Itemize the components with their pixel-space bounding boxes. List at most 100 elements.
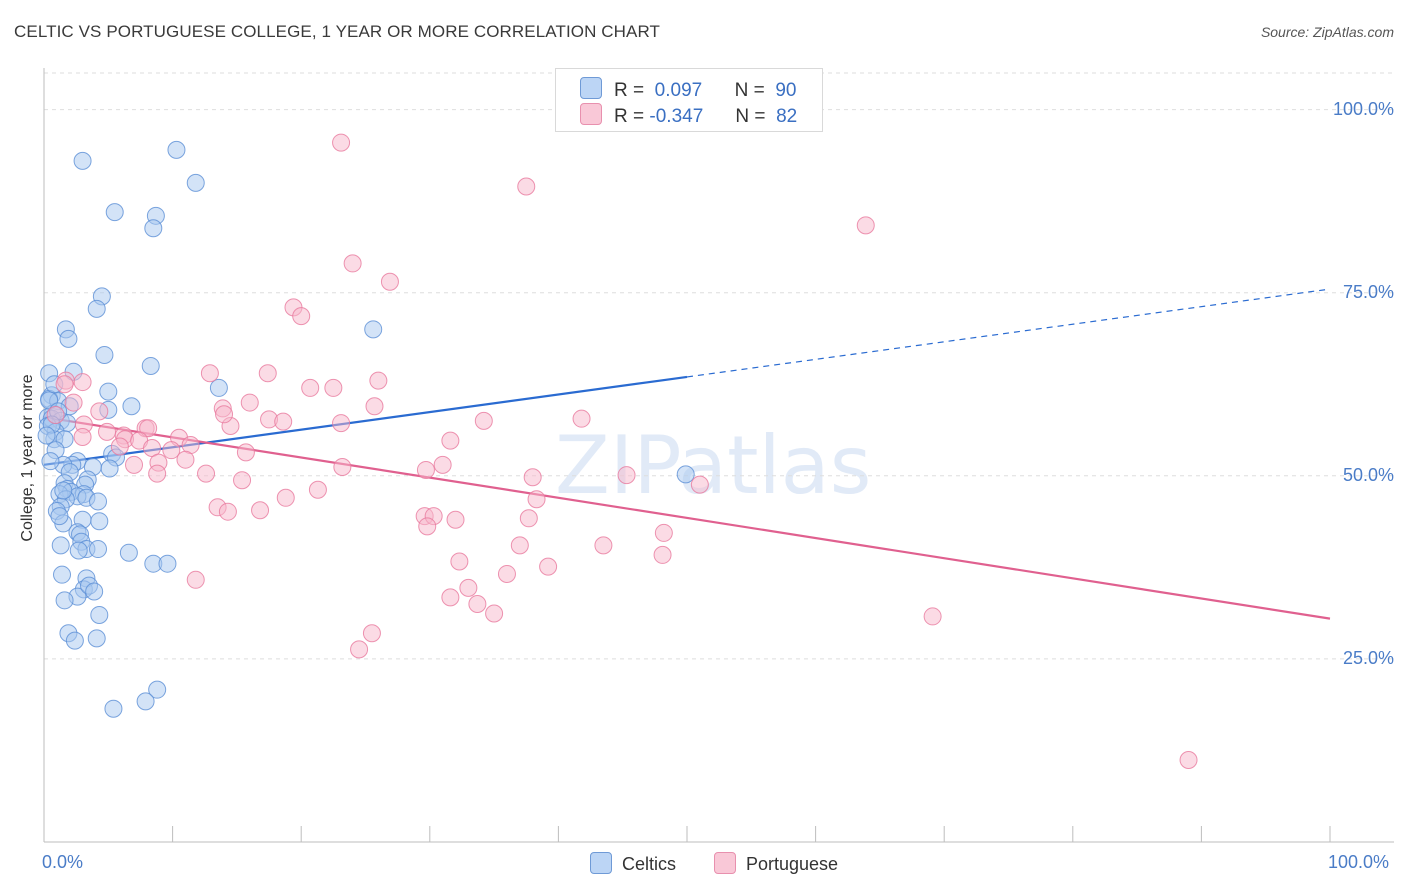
portuguese-swatch [580, 103, 602, 125]
legend-row-portuguese: R = -0.347 N = 82 [580, 103, 797, 127]
celtics-point [37, 426, 56, 445]
celtics-point [51, 536, 70, 555]
x-tick-label-min: 0.0% [42, 852, 84, 872]
celtics-point [104, 699, 123, 718]
portuguese-point [519, 509, 538, 528]
celtics-legend-swatch [590, 852, 612, 874]
y-tick-label: 25.0% [1342, 647, 1394, 668]
portuguese-point [197, 464, 216, 483]
portuguese-point [186, 570, 205, 589]
stats-legend: R = 0.097 N = 90 R = -0.347 N = 82 [555, 68, 823, 132]
celtics-point [53, 565, 72, 584]
portuguese-point [308, 480, 327, 499]
portuguese-point [90, 402, 109, 421]
celtics-point [87, 299, 106, 318]
y-tick-label: 50.0% [1342, 464, 1394, 485]
celtics-point [141, 356, 160, 375]
portuguese-point [292, 307, 311, 326]
portuguese-point [446, 510, 465, 529]
celtics-point [100, 459, 119, 478]
chart-title: CELTIC VS PORTUGUESE COLLEGE, 1 YEAR OR … [14, 22, 661, 41]
portuguese-point [594, 536, 613, 555]
celtics-point [50, 507, 69, 526]
portuguese-trend-line [43, 416, 1331, 620]
celtics-point [364, 320, 383, 339]
portuguese-point [274, 412, 293, 431]
portuguese-point [459, 578, 478, 597]
portuguese-point [416, 460, 435, 479]
legend-item-celtics[interactable]: Celtics [590, 852, 676, 875]
portuguese-point [497, 564, 516, 583]
portuguese-point [617, 466, 636, 485]
portuguese-point [572, 409, 591, 428]
portuguese-point [474, 411, 493, 430]
celtics-point [54, 481, 73, 500]
portuguese-legend-label: Portuguese [746, 854, 839, 874]
portuguese-point [362, 624, 381, 643]
celtics-point [89, 492, 108, 511]
celtics-point [90, 605, 109, 624]
portuguese-point [200, 364, 219, 383]
portuguese-r-value: -0.347 [649, 106, 704, 127]
portuguese-point [441, 431, 460, 450]
celtics-point [73, 151, 92, 170]
portuguese-point [350, 640, 369, 659]
celtics-legend-label: Celtics [622, 854, 677, 874]
x-tick-label-max: 100.0% [1328, 852, 1390, 872]
portuguese-point [148, 464, 167, 483]
portuguese-point [380, 272, 399, 291]
portuguese-point [73, 373, 92, 392]
celtics-point [55, 591, 74, 610]
portuguese-point [73, 427, 92, 446]
portuguese-point [125, 455, 144, 474]
celtics-r-value: 0.097 [654, 80, 703, 101]
portuguese-point [139, 419, 158, 438]
portuguese-point [55, 375, 74, 394]
portuguese-point [539, 557, 558, 576]
portuguese-point [654, 523, 673, 542]
portuguese-n-value: 82 [776, 106, 798, 127]
portuguese-point [690, 475, 709, 494]
celtics-point [85, 582, 104, 601]
portuguese-point [365, 397, 384, 416]
celtics-point [167, 140, 186, 159]
celtics-point [41, 452, 60, 471]
portuguese-point [418, 517, 437, 536]
portuguese-point [332, 414, 351, 433]
portuguese-point [653, 545, 672, 564]
portuguese-point [64, 393, 83, 412]
portuguese-point [240, 393, 259, 412]
celtics-point [99, 382, 118, 401]
celtics-point [69, 541, 88, 560]
portuguese-points [46, 133, 1198, 769]
legend-item-portuguese[interactable]: Portuguese [714, 852, 838, 875]
trend-lines [43, 288, 1331, 620]
portuguese-point [369, 371, 388, 390]
portuguese-point [218, 502, 237, 521]
portuguese-point [1179, 750, 1198, 769]
portuguese-point [215, 405, 234, 424]
celtics-point [144, 219, 163, 238]
celtics-point [119, 543, 138, 562]
celtics-point [186, 173, 205, 192]
source-label: Source: ZipAtlas.com [1260, 24, 1394, 40]
celtics-point [95, 345, 114, 364]
portuguese-point [98, 422, 117, 441]
portuguese-point [324, 378, 343, 397]
celtics-point [122, 397, 141, 416]
portuguese-point [527, 490, 546, 509]
portuguese-point [523, 468, 542, 487]
portuguese-point [333, 458, 352, 477]
portuguese-point [450, 552, 469, 571]
celtics-point [209, 378, 228, 397]
celtics-point [105, 203, 124, 222]
celtics-points [37, 140, 695, 718]
celtics-point [148, 680, 167, 699]
celtics-point [136, 692, 155, 711]
portuguese-point [251, 501, 270, 520]
celtics-point [87, 629, 106, 648]
y-tick-label: 100.0% [1332, 98, 1394, 119]
gridlines [44, 72, 1394, 660]
celtics-n-value: 90 [775, 80, 797, 101]
